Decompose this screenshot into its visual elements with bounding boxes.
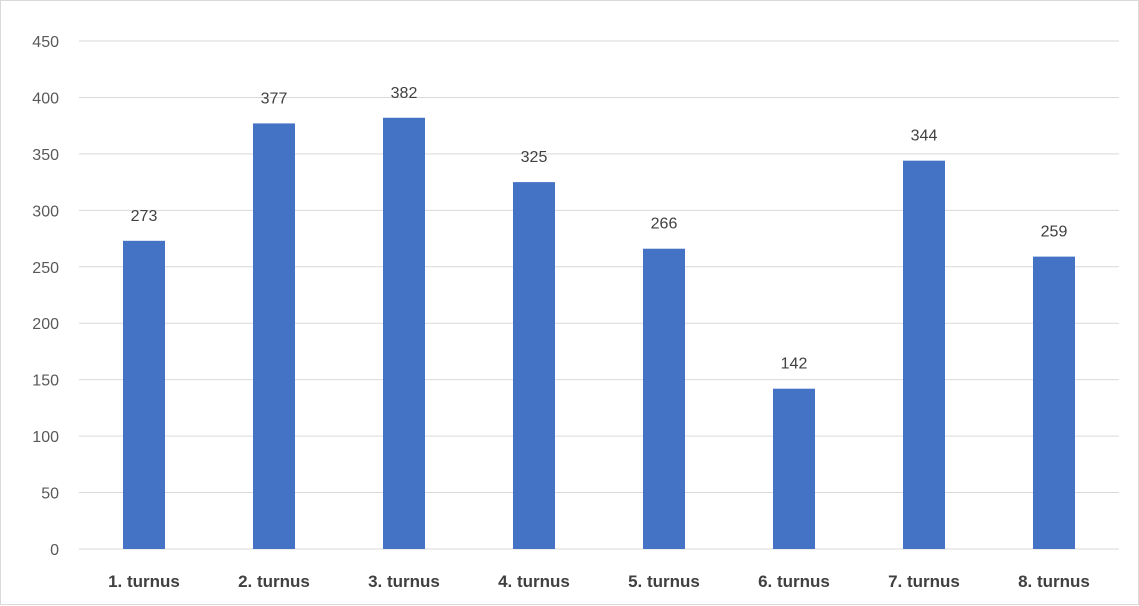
x-category-label: 3. turnus: [368, 572, 440, 591]
y-tick-label: 450: [32, 34, 59, 51]
x-category-label: 8. turnus: [1018, 572, 1090, 591]
bar: [513, 182, 555, 549]
data-label: 325: [521, 149, 548, 166]
x-category-label: 4. turnus: [498, 572, 570, 591]
data-label: 259: [1041, 224, 1068, 241]
x-category-label: 2. turnus: [238, 572, 310, 591]
y-tick-label: 400: [32, 90, 59, 107]
x-category-label: 7. turnus: [888, 572, 960, 591]
x-category-label: 5. turnus: [628, 572, 700, 591]
data-label: 382: [391, 85, 418, 102]
y-tick-label: 150: [32, 373, 59, 390]
y-tick-label: 350: [32, 147, 59, 164]
x-category-label: 6. turnus: [758, 572, 830, 591]
data-label: 344: [911, 128, 938, 145]
y-tick-label: 100: [32, 429, 59, 446]
data-label: 273: [131, 208, 158, 225]
data-label: 377: [261, 90, 288, 107]
bar: [383, 117, 425, 550]
bar: [253, 123, 295, 550]
bar: [123, 240, 165, 549]
bars: [123, 117, 1075, 550]
y-tick-label: 50: [41, 486, 59, 503]
y-tick-label: 250: [32, 260, 59, 277]
bar: [773, 388, 815, 549]
y-tick-label: 200: [32, 316, 59, 333]
data-label: 266: [651, 216, 678, 233]
gridlines: [79, 40, 1119, 550]
y-tick-label: 300: [32, 203, 59, 220]
x-axis-category-labels: 1. turnus 2. turnus 3. turnus 4. turnus 5. t…: [108, 572, 1090, 591]
data-labels: 273 377 382 325 266 142 344 259: [131, 85, 1068, 373]
y-tick-label: 0: [50, 542, 59, 559]
bar: [903, 160, 945, 549]
bar: [643, 248, 685, 549]
data-label: 142: [781, 356, 808, 373]
x-category-label: 1. turnus: [108, 572, 180, 591]
bar: [1033, 256, 1075, 549]
y-axis-tick-labels: 0 50 100 150 200 250 300 350 400 450: [32, 34, 59, 559]
